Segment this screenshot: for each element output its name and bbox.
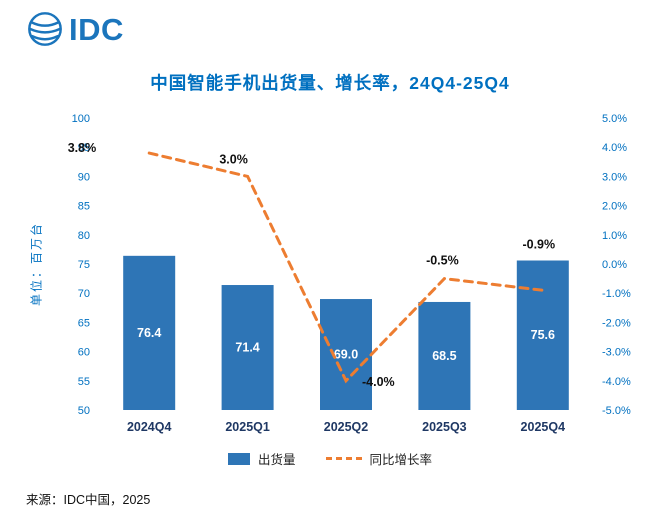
left-axis-tick: 50 [78,405,90,417]
shipment-bar [320,299,372,410]
left-axis-tick: 60 [78,347,90,359]
bar-value-label: 69.0 [334,348,358,362]
left-axis-tick: 90 [78,171,90,183]
legend-label: 出货量 [257,453,296,467]
bar-value-label: 75.6 [531,328,555,342]
right-axis-tick: -4.0% [602,376,631,388]
right-axis-tick: 4.0% [602,142,627,154]
left-axis-tick: 65 [78,317,90,329]
left-axis-tick: 55 [78,376,90,388]
idc-logo-icon [28,12,62,46]
chart-title: 中国智能手机出货量、增长率，24Q4-25Q4 [150,73,510,93]
left-axis-tick: 80 [78,230,90,242]
line-series-swatch [325,457,362,460]
x-axis-label: 2024Q4 [127,420,172,434]
bar-value-label: 76.4 [137,326,161,340]
shipment-bar [221,285,274,410]
x-axis-label: 2025Q3 [422,420,467,434]
x-axis-label: 2025Q2 [324,420,369,434]
right-axis-tick: -5.0% [602,405,631,417]
bar-value-label: 68.5 [432,349,456,363]
growth-point-label: 3.0% [219,152,248,166]
right-axis-tick: 3.0% [602,171,627,183]
idc-logo: IDC [26,10,124,48]
left-axis-tick: 95 [78,142,90,154]
legend-label: 同比增长率 [369,453,433,467]
shipment-bar [516,260,569,410]
bar-series-swatch [227,452,250,465]
left-axis-tick: 70 [78,288,90,300]
left-axis-tick: 75 [78,259,90,271]
chart-legend: 出货量 同比增长率 [0,449,660,468]
left-axis-tick: 85 [78,201,90,213]
idc-logo-text: IDC [69,11,124,47]
growth-point-label: -0.5% [426,254,459,268]
legend-item-shipments: 出货量 [227,449,296,468]
growth-line [147,151,545,384]
growth-point-label: -0.9% [522,237,555,251]
source-note: 来源：IDC中国，2025 [26,493,151,507]
right-axis-tick: -2.0% [602,317,631,329]
right-axis-tick: -3.0% [602,347,631,359]
right-axis-tick: -1.0% [602,288,631,300]
x-axis-label: 2025Q1 [225,420,270,434]
right-axis-tick: 2.0% [602,201,627,213]
x-axis-label: 2025Q4 [521,420,566,434]
shipment-growth-chart: 50 55 60 65 70 75 80 85 90 95 100 -5.0% -4.0% -3.0% -2… [68,113,631,434]
shipment-bar [418,301,471,410]
right-axis-tick: 5.0% [602,113,627,125]
shipment-bar [123,255,176,410]
right-axis-tick: 0.0% [602,259,627,271]
left-axis-tick: 100 [72,113,90,125]
bar-value-label: 71.4 [235,341,259,355]
legend-item-growth: 同比增长率 [325,449,433,468]
growth-point-label: 3.8% [68,141,97,155]
growth-point-label: -4.0% [362,375,395,389]
right-axis-tick: 1.0% [602,230,627,242]
